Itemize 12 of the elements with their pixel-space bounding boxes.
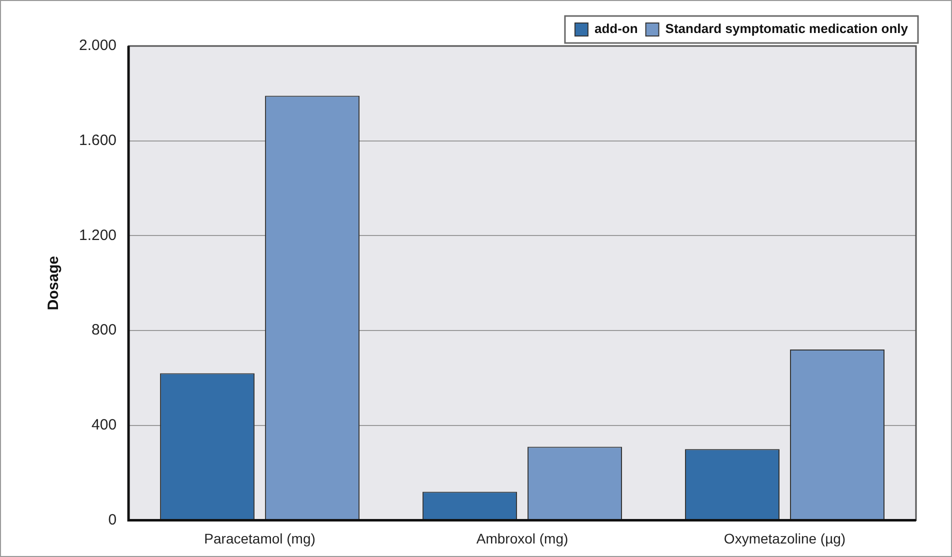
legend-label: Standard symptomatic medication only [665, 21, 909, 36]
x-tick-label: Oxymetazoline (µg) [724, 530, 846, 546]
y-axis-title: Dosage [45, 256, 62, 310]
y-tick-label: 400 [92, 416, 117, 434]
y-tick-label: 0 [108, 511, 117, 528]
y-tick-label: 2.000 [78, 37, 117, 54]
y-tick-label: 1.200 [78, 226, 117, 244]
y-tick-label: 1.600 [78, 132, 117, 149]
legend-label: add-on [594, 21, 638, 36]
x-tick-label: Paracetamol (mg) [204, 530, 316, 546]
x-tick-label: Ambroxol (mg) [476, 530, 568, 546]
y-tick-label: 800 [92, 322, 117, 339]
